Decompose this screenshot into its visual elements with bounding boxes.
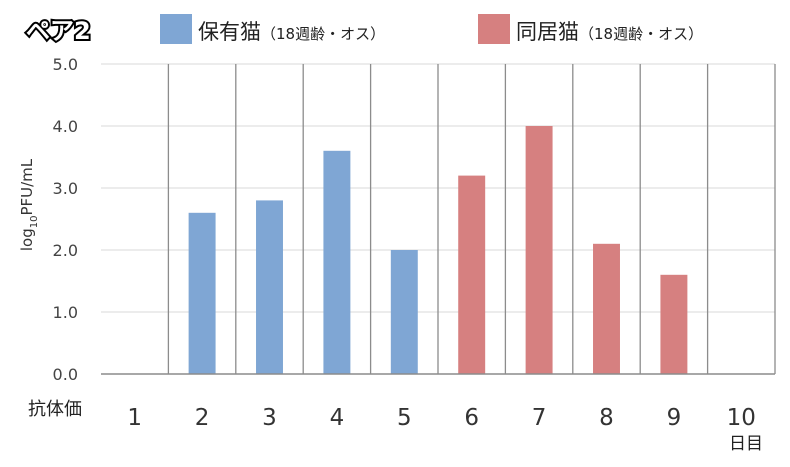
legend-note-cohabiting: （18週齢・オス） xyxy=(579,25,703,43)
x-tick-label: 7 xyxy=(532,405,547,431)
legend-swatch-cohabiting xyxy=(478,14,510,44)
y-tick-label: 4.0 xyxy=(53,117,78,136)
x-tick-label: 1 xyxy=(127,405,142,431)
bar-cohabiting-day-6 xyxy=(458,175,486,374)
legend-name-holder: 保有猫 xyxy=(198,20,261,44)
x-tick-label: 9 xyxy=(667,405,682,431)
x-tick-label: 8 xyxy=(599,405,614,431)
y-axis-label-unit: PFU/mL xyxy=(18,158,36,215)
y-tick-label: 0.0 xyxy=(53,365,78,384)
legend-label-holder: 保有猫（18週齢・オス） xyxy=(198,20,385,44)
y-axis-label: log10PFU/mL xyxy=(18,158,40,251)
category-separators xyxy=(167,64,776,374)
x-tick-label: 10 xyxy=(727,405,756,431)
y-axis-label-subscript: 10 xyxy=(29,216,40,229)
legend-note-holder: （18週齢・オス） xyxy=(261,25,385,43)
bar-holder-day-3 xyxy=(256,200,283,374)
bar-holder-day-5 xyxy=(390,250,418,374)
bar-cohabiting-day-8 xyxy=(593,243,620,374)
x-tick-label: 6 xyxy=(464,405,479,431)
bar-holder-day-2 xyxy=(188,212,216,374)
y-tick-label: 1.0 xyxy=(53,303,78,322)
bar-cohabiting-day-9 xyxy=(660,274,688,374)
bar-cohabiting-day-7 xyxy=(525,126,553,374)
chart-title: ペア2 xyxy=(26,17,91,45)
x-tick-label: 4 xyxy=(330,405,345,431)
x-tick-label: 3 xyxy=(262,405,277,431)
y-tick-label: 2.0 xyxy=(53,241,78,260)
y-tick-label: 3.0 xyxy=(53,179,78,198)
x-tick-label: 5 xyxy=(397,405,412,431)
legend-label-cohabiting: 同居猫（18週齢・オス） xyxy=(516,20,703,44)
y-tick-labels: 0.0 1.0 2.0 3.0 4.0 5.0 xyxy=(53,55,78,384)
x-row-label: 抗体価 xyxy=(28,399,82,420)
bar-holder-day-4 xyxy=(323,150,351,374)
y-tick-label: 5.0 xyxy=(53,55,78,74)
x-unit-label: 日目 xyxy=(729,434,763,454)
x-tick-label: 2 xyxy=(195,405,210,431)
legend-swatch-holder xyxy=(160,14,192,44)
y-axis-label-main: log xyxy=(18,228,36,251)
legend: 保有猫（18週齢・オス） 同居猫（18週齢・オス） xyxy=(160,14,703,44)
bars xyxy=(188,126,688,374)
legend-name-cohabiting: 同居猫 xyxy=(516,20,579,44)
x-tick-labels: 1 2 3 4 5 6 7 8 9 10 xyxy=(127,405,756,431)
